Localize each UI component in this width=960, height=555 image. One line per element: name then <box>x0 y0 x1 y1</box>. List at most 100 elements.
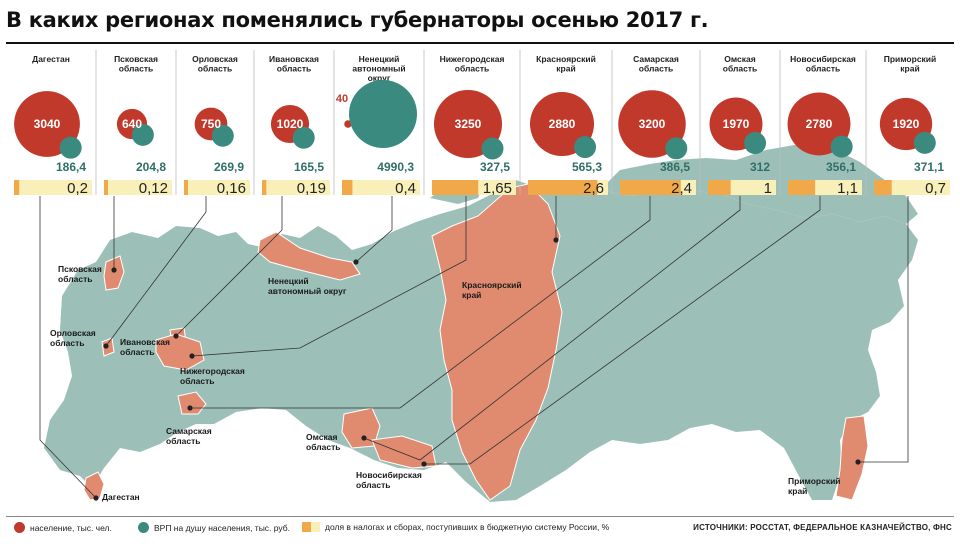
map-connector <box>355 196 393 263</box>
map-connector <box>105 196 207 347</box>
region-name: область <box>455 64 489 74</box>
population-bubble <box>344 120 352 128</box>
legend-grp-label: ВРП на душу населения, тыс. руб. <box>154 522 290 533</box>
map-region-label: область <box>356 480 390 490</box>
map-connector-dot <box>421 461 427 467</box>
map-region-label: автономный округ <box>268 286 347 296</box>
share-bar-fill <box>708 180 731 195</box>
map-connector-dot <box>103 343 109 349</box>
map-connector-dot <box>187 405 193 411</box>
grp-label: 312 <box>750 160 770 174</box>
page-title: В каких регионах поменялись губернаторы … <box>6 8 709 32</box>
grp-bubble <box>481 137 504 160</box>
grp-label: 327,5 <box>480 160 510 174</box>
population-label: 1920 <box>893 117 920 131</box>
share-bar-bg <box>874 180 950 195</box>
map-connector-dot <box>111 267 117 273</box>
region-name: автономный <box>352 64 405 74</box>
map-connector-dot <box>553 237 559 243</box>
population-label: 40 <box>336 93 348 105</box>
grp-label: 4990,3 <box>377 160 414 174</box>
sources-note: ИСТОЧНИКИ: РОССТАТ, ФЕДЕРАЛЬНОЕ КАЗНАЧЕЙ… <box>693 523 952 532</box>
share-bar-fill <box>620 180 681 195</box>
legend-share-label: доля в налогах и сборах, поступивших в б… <box>325 522 610 532</box>
grp-label: 186,4 <box>56 160 86 174</box>
grp-bubble <box>830 135 853 158</box>
legend-grp-swatch <box>138 522 149 533</box>
region-name: Приморский <box>884 54 937 64</box>
region-column: Дагестан 3040 186,4 0,2 <box>14 54 92 197</box>
region-name: Омская <box>724 54 755 64</box>
footer-rule <box>6 516 954 517</box>
map-region-label: Ивановская <box>120 337 170 347</box>
share-bar-fill <box>14 180 20 195</box>
map-region-highlight <box>83 471 105 501</box>
map-region-highlight <box>835 415 869 501</box>
grp-label: 356,1 <box>826 160 856 174</box>
grp-bubble <box>744 132 767 155</box>
region-name: Псковская <box>114 54 158 64</box>
region-name: область <box>639 64 673 74</box>
population-label: 3250 <box>455 117 482 131</box>
grp-label: 565,3 <box>572 160 602 174</box>
map-region-label: Новосибирская <box>356 470 422 480</box>
map-region-label: Омская <box>306 432 337 442</box>
region-name: Ивановская <box>269 54 319 64</box>
share-label: 0,12 <box>139 180 168 197</box>
map-connector <box>191 196 467 357</box>
russia-map: ДагестанПсковскаяобластьОрловскаяобласть… <box>39 144 918 502</box>
map-connector-dot <box>361 435 367 441</box>
grp-bubble <box>574 136 597 159</box>
population-label: 2880 <box>549 117 576 131</box>
map-region-label: Приморский <box>788 476 841 486</box>
legend-share-swatch <box>302 522 320 532</box>
map-connector <box>39 196 97 499</box>
map-connector-dot <box>189 353 195 359</box>
map-region-label: Красноярский <box>462 280 522 290</box>
grp-bubble <box>131 123 154 146</box>
region-name: область <box>723 64 757 74</box>
share-label: 0,19 <box>297 180 326 197</box>
map-region-highlight <box>257 231 361 281</box>
share-bar-fill <box>432 180 479 195</box>
map-region-label: Нижегородская <box>180 366 245 376</box>
share-bar-fill <box>262 180 267 195</box>
grp-bubble <box>292 126 315 149</box>
share-label: 0,4 <box>395 180 416 197</box>
share-bar-fill <box>788 180 816 195</box>
map-region-label: область <box>180 376 214 386</box>
grp-label: 165,5 <box>294 160 324 174</box>
region-name: область <box>119 64 153 74</box>
share-label: 2,6 <box>583 180 604 197</box>
region-name: область <box>806 64 840 74</box>
map-region-label: Самарская <box>166 426 212 436</box>
grp-label: 269,9 <box>214 160 244 174</box>
map-connector-dot <box>93 495 99 501</box>
map-region-label: Дагестан <box>102 492 140 502</box>
grp-bubble <box>665 137 688 160</box>
map-connector <box>190 196 651 409</box>
region-name: область <box>198 64 232 74</box>
population-label: 3040 <box>34 117 61 131</box>
share-bar-bg <box>14 180 92 195</box>
map-region-label: область <box>166 436 200 446</box>
share-label: 0,2 <box>67 180 88 197</box>
map-connector-dot <box>855 459 861 465</box>
map-labels: ДагестанПсковскаяобластьОрловскаяобласть… <box>50 264 841 502</box>
title-rule <box>6 42 954 44</box>
map-region-label: Орловская <box>50 328 96 338</box>
grp-bubble <box>913 131 936 154</box>
share-bar-fill <box>874 180 892 195</box>
region-name: край <box>900 64 919 74</box>
share-label: 1,65 <box>483 180 512 197</box>
legend-population-label: население, тыс. чел. <box>30 522 112 533</box>
